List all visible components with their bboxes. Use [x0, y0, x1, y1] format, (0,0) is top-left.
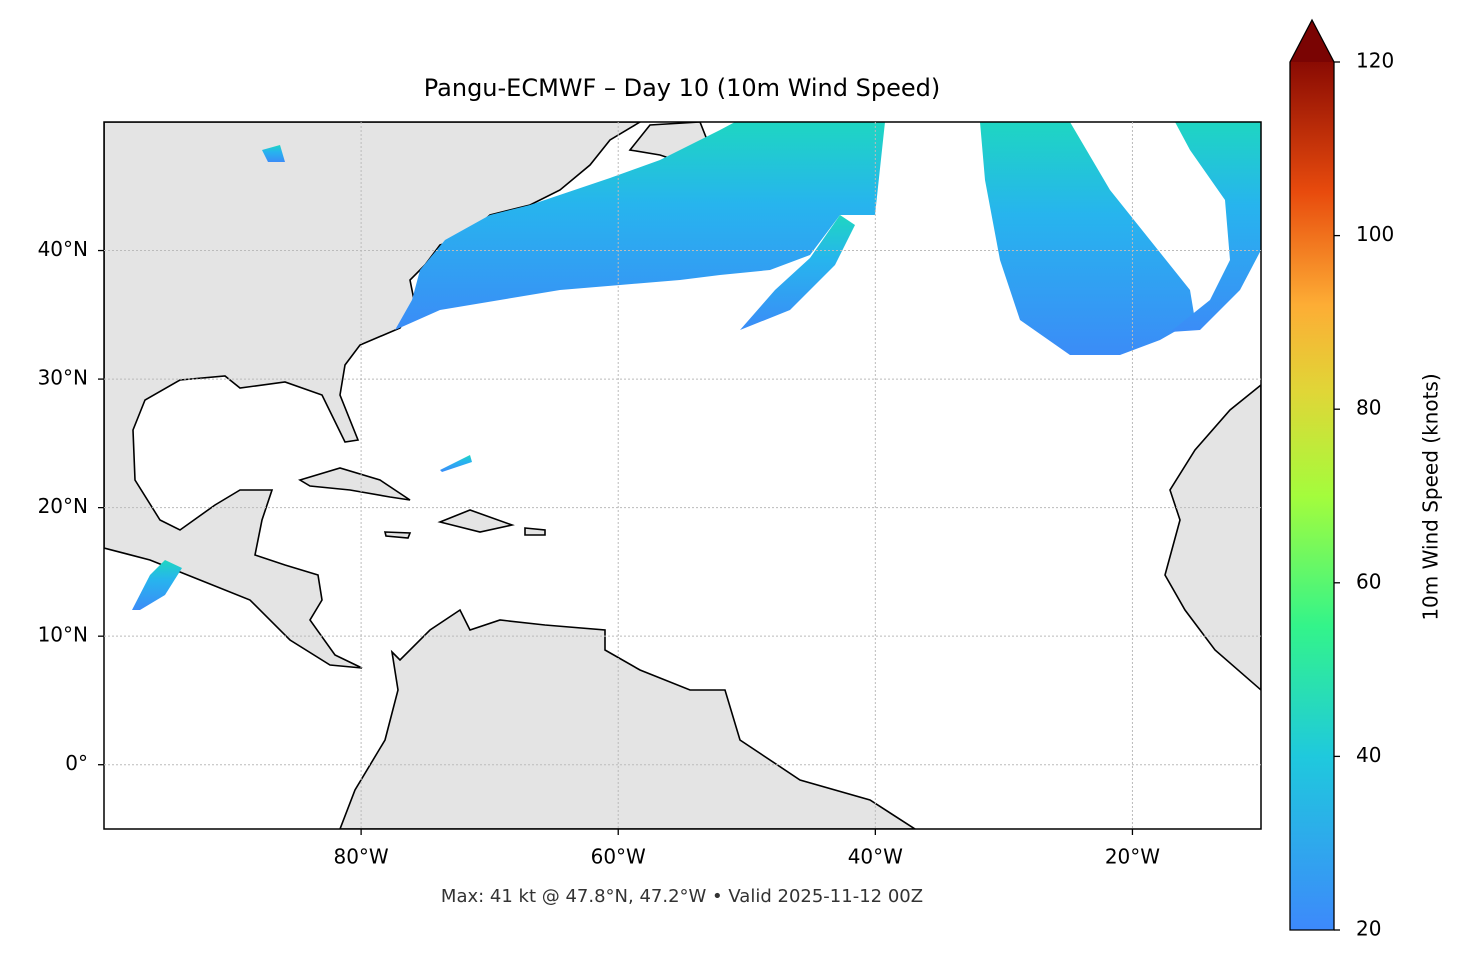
wind-swath: [132, 560, 182, 610]
colorbar-extension: [1290, 20, 1334, 62]
x-tick-label: 80°W: [333, 845, 388, 869]
y-tick-label: 0°: [65, 751, 88, 775]
x-tick-label: 20°W: [1105, 845, 1160, 869]
map-frame: [103, 121, 1262, 830]
colorbar: [1290, 62, 1334, 930]
footer-note: Max: 41 kt @ 47.8°N, 47.2°W • Valid 2025…: [441, 886, 923, 907]
wind-swath: [395, 122, 885, 330]
y-tick-label: 40°N: [38, 237, 88, 261]
y-tick-label: 20°N: [38, 494, 88, 518]
map: [104, 122, 1261, 829]
wind-swath: [1170, 122, 1261, 332]
colorbar-frame: [1289, 18, 1335, 931]
jamaica: [383, 531, 412, 539]
colorbar-label: 10m Wind Speed (knots): [1419, 373, 1443, 620]
x-tick-label: 40°W: [848, 845, 903, 869]
colorbar-tick-label: 100: [1356, 222, 1394, 246]
wind-swath: [262, 145, 285, 162]
colorbar-tick-label: 20: [1356, 917, 1381, 941]
wind-swath: [740, 215, 855, 330]
colorbar-tick-label: 60: [1356, 569, 1381, 593]
wind-swath: [980, 122, 1195, 355]
hispaniola: [437, 509, 515, 533]
y-tick-label: 10°N: [38, 623, 88, 647]
chart-title: Pangu-ECMWF – Day 10 (10m Wind Speed): [424, 74, 940, 102]
x-tick-label: 60°W: [591, 845, 646, 869]
cuba: [298, 467, 411, 501]
colorbar-tick-label: 120: [1356, 49, 1394, 73]
colorbar-tick-label: 80: [1356, 396, 1381, 420]
y-tick-label: 30°N: [38, 366, 88, 390]
puerto-rico: [524, 527, 546, 536]
colorbar-tick-label: 40: [1356, 743, 1381, 767]
south-america: [339, 608, 917, 829]
wind-swath: [440, 455, 472, 472]
africa: [1164, 383, 1261, 692]
